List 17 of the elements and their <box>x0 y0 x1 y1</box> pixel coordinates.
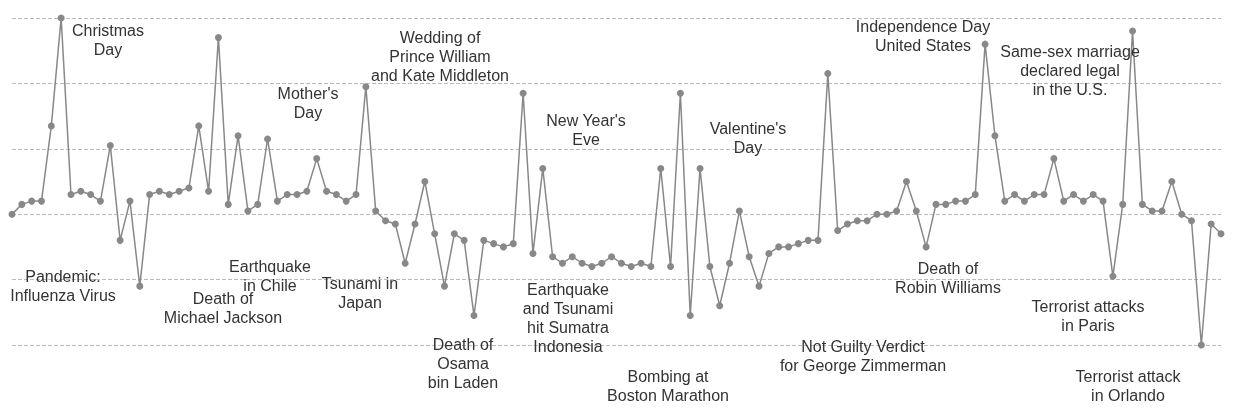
annotation: Not Guilty Verdict for George Zimmerman <box>779 338 947 374</box>
annotation: Wedding of Prince William and Kate Middleton <box>371 28 509 84</box>
annotation: Pandemic: Influenza Virus <box>10 268 116 304</box>
annotation: Christmas Day <box>71 22 145 58</box>
annotation: Independence Day United States <box>855 18 991 54</box>
annotation: Same-sex marriage declared legal in the U.S. <box>1000 42 1140 98</box>
annotation: Death of Osama bin Laden <box>427 335 499 391</box>
annotation: Terrorist attacks in Paris <box>1031 298 1145 334</box>
annotation: Valentine's Day <box>709 120 787 156</box>
annotation: Mother's Day <box>277 85 339 121</box>
annotation: Tsunami in Japan <box>321 275 399 311</box>
annotation: New Year's Eve <box>546 112 626 148</box>
text: Terrorist attack in Orlando <box>1075 368 1182 404</box>
annotation: Earthquake and Tsunami hit Sumatra Indonesia <box>522 281 614 355</box>
annotation: Death of Robin Williams <box>895 260 1001 296</box>
annotation: Death of Michael Jackson <box>163 290 283 326</box>
text: Bombing at Boston Marathon <box>607 368 729 404</box>
